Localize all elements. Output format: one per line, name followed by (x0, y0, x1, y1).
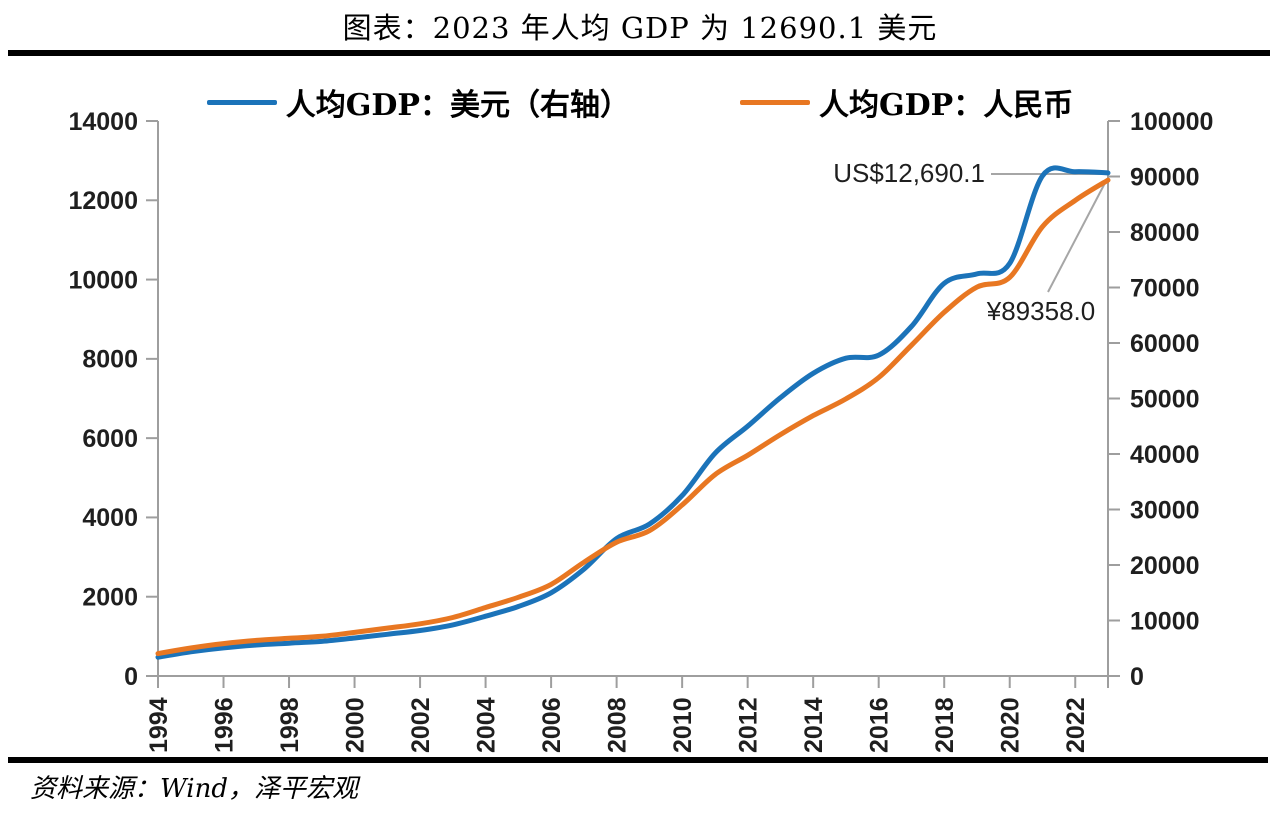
x-axis-tick-label: 2014 (800, 697, 828, 753)
y-axis-left-tick-label: 12000 (68, 187, 138, 215)
series-rmb-line (155, 177, 1111, 657)
annotation-rmb-label: ¥89358.0 (986, 296, 1095, 326)
x-axis-tick-label: 1994 (145, 697, 173, 753)
x-axis-tick-label: 1996 (210, 697, 238, 753)
x-axis-tick-label: 2012 (734, 697, 762, 753)
x-axis-tick-label: 2018 (931, 697, 959, 753)
y-axis-left-tick-label: 4000 (82, 504, 138, 532)
y-axis-left-tick-label: 0 (124, 663, 138, 691)
y-axis-left-tick-label: 6000 (82, 425, 138, 453)
x-axis-tick-label: 2002 (407, 697, 435, 753)
y-axis-left-tick-label: 14000 (68, 108, 138, 136)
y-axis-right-tick-label: 50000 (1130, 385, 1200, 413)
y-axis-right-tick-label: 10000 (1130, 607, 1200, 635)
x-axis-tick-label: 2006 (538, 697, 566, 753)
annotation-rmb-connector (1047, 182, 1106, 293)
annotation-usd-label: US$12,690.1 (833, 158, 985, 188)
y-axis-right-tick-label: 30000 (1130, 496, 1200, 524)
x-axis-tick-label: 2008 (603, 697, 631, 753)
legend-label-usd: 人均GDP：美元（右轴） (285, 88, 630, 123)
y-axis-left-tick-label: 10000 (68, 266, 138, 294)
y-axis-right-tick-label: 40000 (1130, 441, 1200, 469)
legend: 人均GDP：美元（右轴） 人均GDP：人民币 (0, 80, 1280, 124)
bottom-divider (8, 757, 1268, 763)
y-axis-left-tick-label: 2000 (82, 583, 138, 611)
x-axis-tick-label: 2000 (341, 697, 369, 753)
y-axis-left-tick-label: 8000 (82, 346, 138, 374)
legend-label-rmb: 人均GDP：人民币 (819, 88, 1074, 123)
legend-item-usd: 人均GDP：美元（右轴） (206, 80, 630, 124)
top-divider (8, 50, 1270, 56)
y-axis-right-tick-label: 60000 (1130, 330, 1200, 358)
x-axis-tick-label: 2020 (996, 697, 1024, 753)
y-axis-right-tick-label: 70000 (1130, 274, 1200, 302)
source-note: 资料来源：Wind，泽平宏观 (30, 774, 358, 804)
series-usd-line (155, 165, 1111, 660)
y-axis-right-tick-label: 20000 (1130, 552, 1200, 580)
y-axis-right-tick-label: 100000 (1130, 108, 1213, 136)
y-axis-right-tick-label: 0 (1130, 663, 1144, 691)
page-title: 图表：2023 年人均 GDP 为 12690.1 美元 (342, 11, 938, 45)
y-axis-right-tick-label: 90000 (1130, 163, 1200, 191)
x-axis-tick-label: 1998 (276, 697, 304, 753)
legend-item-rmb: 人均GDP：人民币 (740, 80, 1073, 124)
usd-line-sample-icon (206, 99, 277, 105)
x-axis-tick-label: 2004 (472, 697, 500, 753)
x-axis-tick-label: 2022 (1062, 697, 1090, 753)
rmb-line-sample-icon (740, 99, 810, 105)
y-axis-right-tick-label: 80000 (1130, 219, 1200, 247)
x-axis-tick-label: 2016 (865, 697, 893, 753)
x-axis-tick-label: 2010 (669, 697, 697, 753)
